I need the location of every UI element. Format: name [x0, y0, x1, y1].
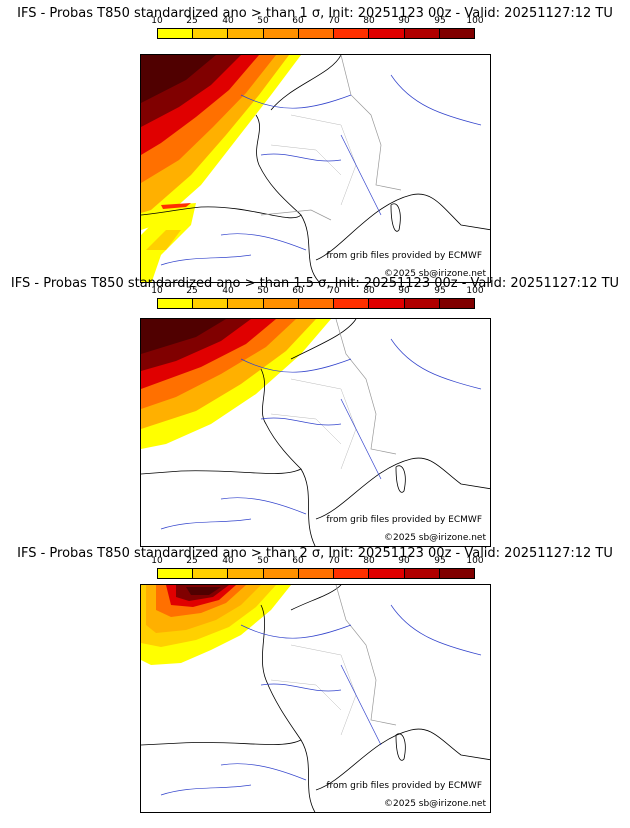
tick-label: 90 [398, 16, 410, 26]
source-credit: from grib files provided by ECMWF [326, 781, 482, 791]
tick-label: 70 [328, 556, 340, 566]
tick-label: 50 [257, 556, 269, 566]
probability-map: from grib files provided by ECMWF ©2025 … [140, 318, 491, 547]
tick-label: 10 [151, 286, 163, 296]
copyright: ©2025 sb@irizone.net [384, 533, 486, 543]
colorbar-segment [298, 29, 335, 38]
tick-label: 40 [222, 16, 234, 26]
tick-label: 60 [292, 286, 304, 296]
colorbar-segment [158, 29, 194, 38]
probability-map: from grib files provided by ECMWF ©2025 … [140, 54, 491, 283]
tick-label: 90 [398, 286, 410, 296]
tick-label: 10 [151, 556, 163, 566]
colorbar-segment [404, 299, 440, 308]
tick-label: 25 [186, 556, 198, 566]
tick-label: 70 [328, 16, 340, 26]
probability-map: from grib files provided by ECMWF ©2025 … [140, 584, 491, 813]
colorbar-segment [263, 29, 299, 38]
colorbar-segment [334, 29, 370, 38]
colorbar-segment [158, 569, 194, 578]
colorbar-segment [298, 569, 335, 578]
tick-label: 100 [466, 556, 484, 566]
colorbar-segment [193, 299, 229, 308]
tick-label: 95 [434, 556, 446, 566]
panel-title: IFS - Probas T850 standardized ano > tha… [17, 6, 613, 21]
colorbar-segment [228, 29, 264, 38]
colorbar [157, 568, 475, 579]
colorbar-segment [404, 29, 440, 38]
colorbar-segment [263, 569, 299, 578]
colorbar-segment [263, 299, 299, 308]
colorbar-segment [439, 569, 474, 578]
colorbar [157, 28, 475, 39]
map-panel-3: IFS - Probas T850 standardized ano > tha… [0, 546, 630, 814]
colorbar-segment [334, 299, 370, 308]
map-panel-1: IFS - Probas T850 standardized ano > tha… [0, 6, 630, 283]
colorbar-segment [334, 569, 370, 578]
tick-label: 80 [363, 286, 375, 296]
map-graphic [141, 319, 490, 546]
tick-label: 10 [151, 16, 163, 26]
copyright: ©2025 sb@irizone.net [384, 799, 486, 809]
colorbar-segment [298, 299, 335, 308]
colorbar-segment [404, 569, 440, 578]
colorbar-ticks: 10 25 40 50 60 70 80 90 95 100 [151, 556, 483, 568]
tick-label: 25 [186, 16, 198, 26]
tick-label: 80 [363, 16, 375, 26]
colorbar-ticks: 10 25 40 50 60 70 80 90 95 100 [151, 16, 483, 28]
colorbar-segment [158, 299, 194, 308]
tick-label: 25 [186, 286, 198, 296]
source-credit: from grib files provided by ECMWF [326, 251, 482, 261]
colorbar-segment [228, 299, 264, 308]
tick-label: 90 [398, 556, 410, 566]
tick-label: 100 [466, 16, 484, 26]
tick-label: 60 [292, 556, 304, 566]
colorbar-segment [193, 29, 229, 38]
colorbar-segment [439, 29, 474, 38]
map-panel-2: IFS - Probas T850 standardized ano > tha… [0, 276, 630, 547]
tick-label: 50 [257, 286, 269, 296]
map-graphic [141, 55, 490, 282]
tick-label: 95 [434, 16, 446, 26]
colorbar-segment [228, 569, 264, 578]
source-credit: from grib files provided by ECMWF [326, 515, 482, 525]
tick-label: 40 [222, 556, 234, 566]
tick-label: 60 [292, 16, 304, 26]
map-graphic [141, 585, 490, 812]
colorbar-segment [369, 569, 405, 578]
colorbar-segment [439, 299, 474, 308]
tick-label: 70 [328, 286, 340, 296]
tick-label: 40 [222, 286, 234, 296]
tick-label: 50 [257, 16, 269, 26]
copyright: ©2025 sb@irizone.net [384, 269, 486, 279]
colorbar-segment [369, 29, 405, 38]
panel-title: IFS - Probas T850 standardized ano > tha… [10, 276, 620, 291]
colorbar-segment [193, 569, 229, 578]
tick-label: 100 [466, 286, 484, 296]
tick-label: 80 [363, 556, 375, 566]
colorbar-segment [369, 299, 405, 308]
colorbar [157, 298, 475, 309]
colorbar-ticks: 10 25 40 50 60 70 80 90 95 100 [151, 286, 483, 298]
panel-title: IFS - Probas T850 standardized ano > tha… [17, 546, 613, 561]
tick-label: 95 [434, 286, 446, 296]
